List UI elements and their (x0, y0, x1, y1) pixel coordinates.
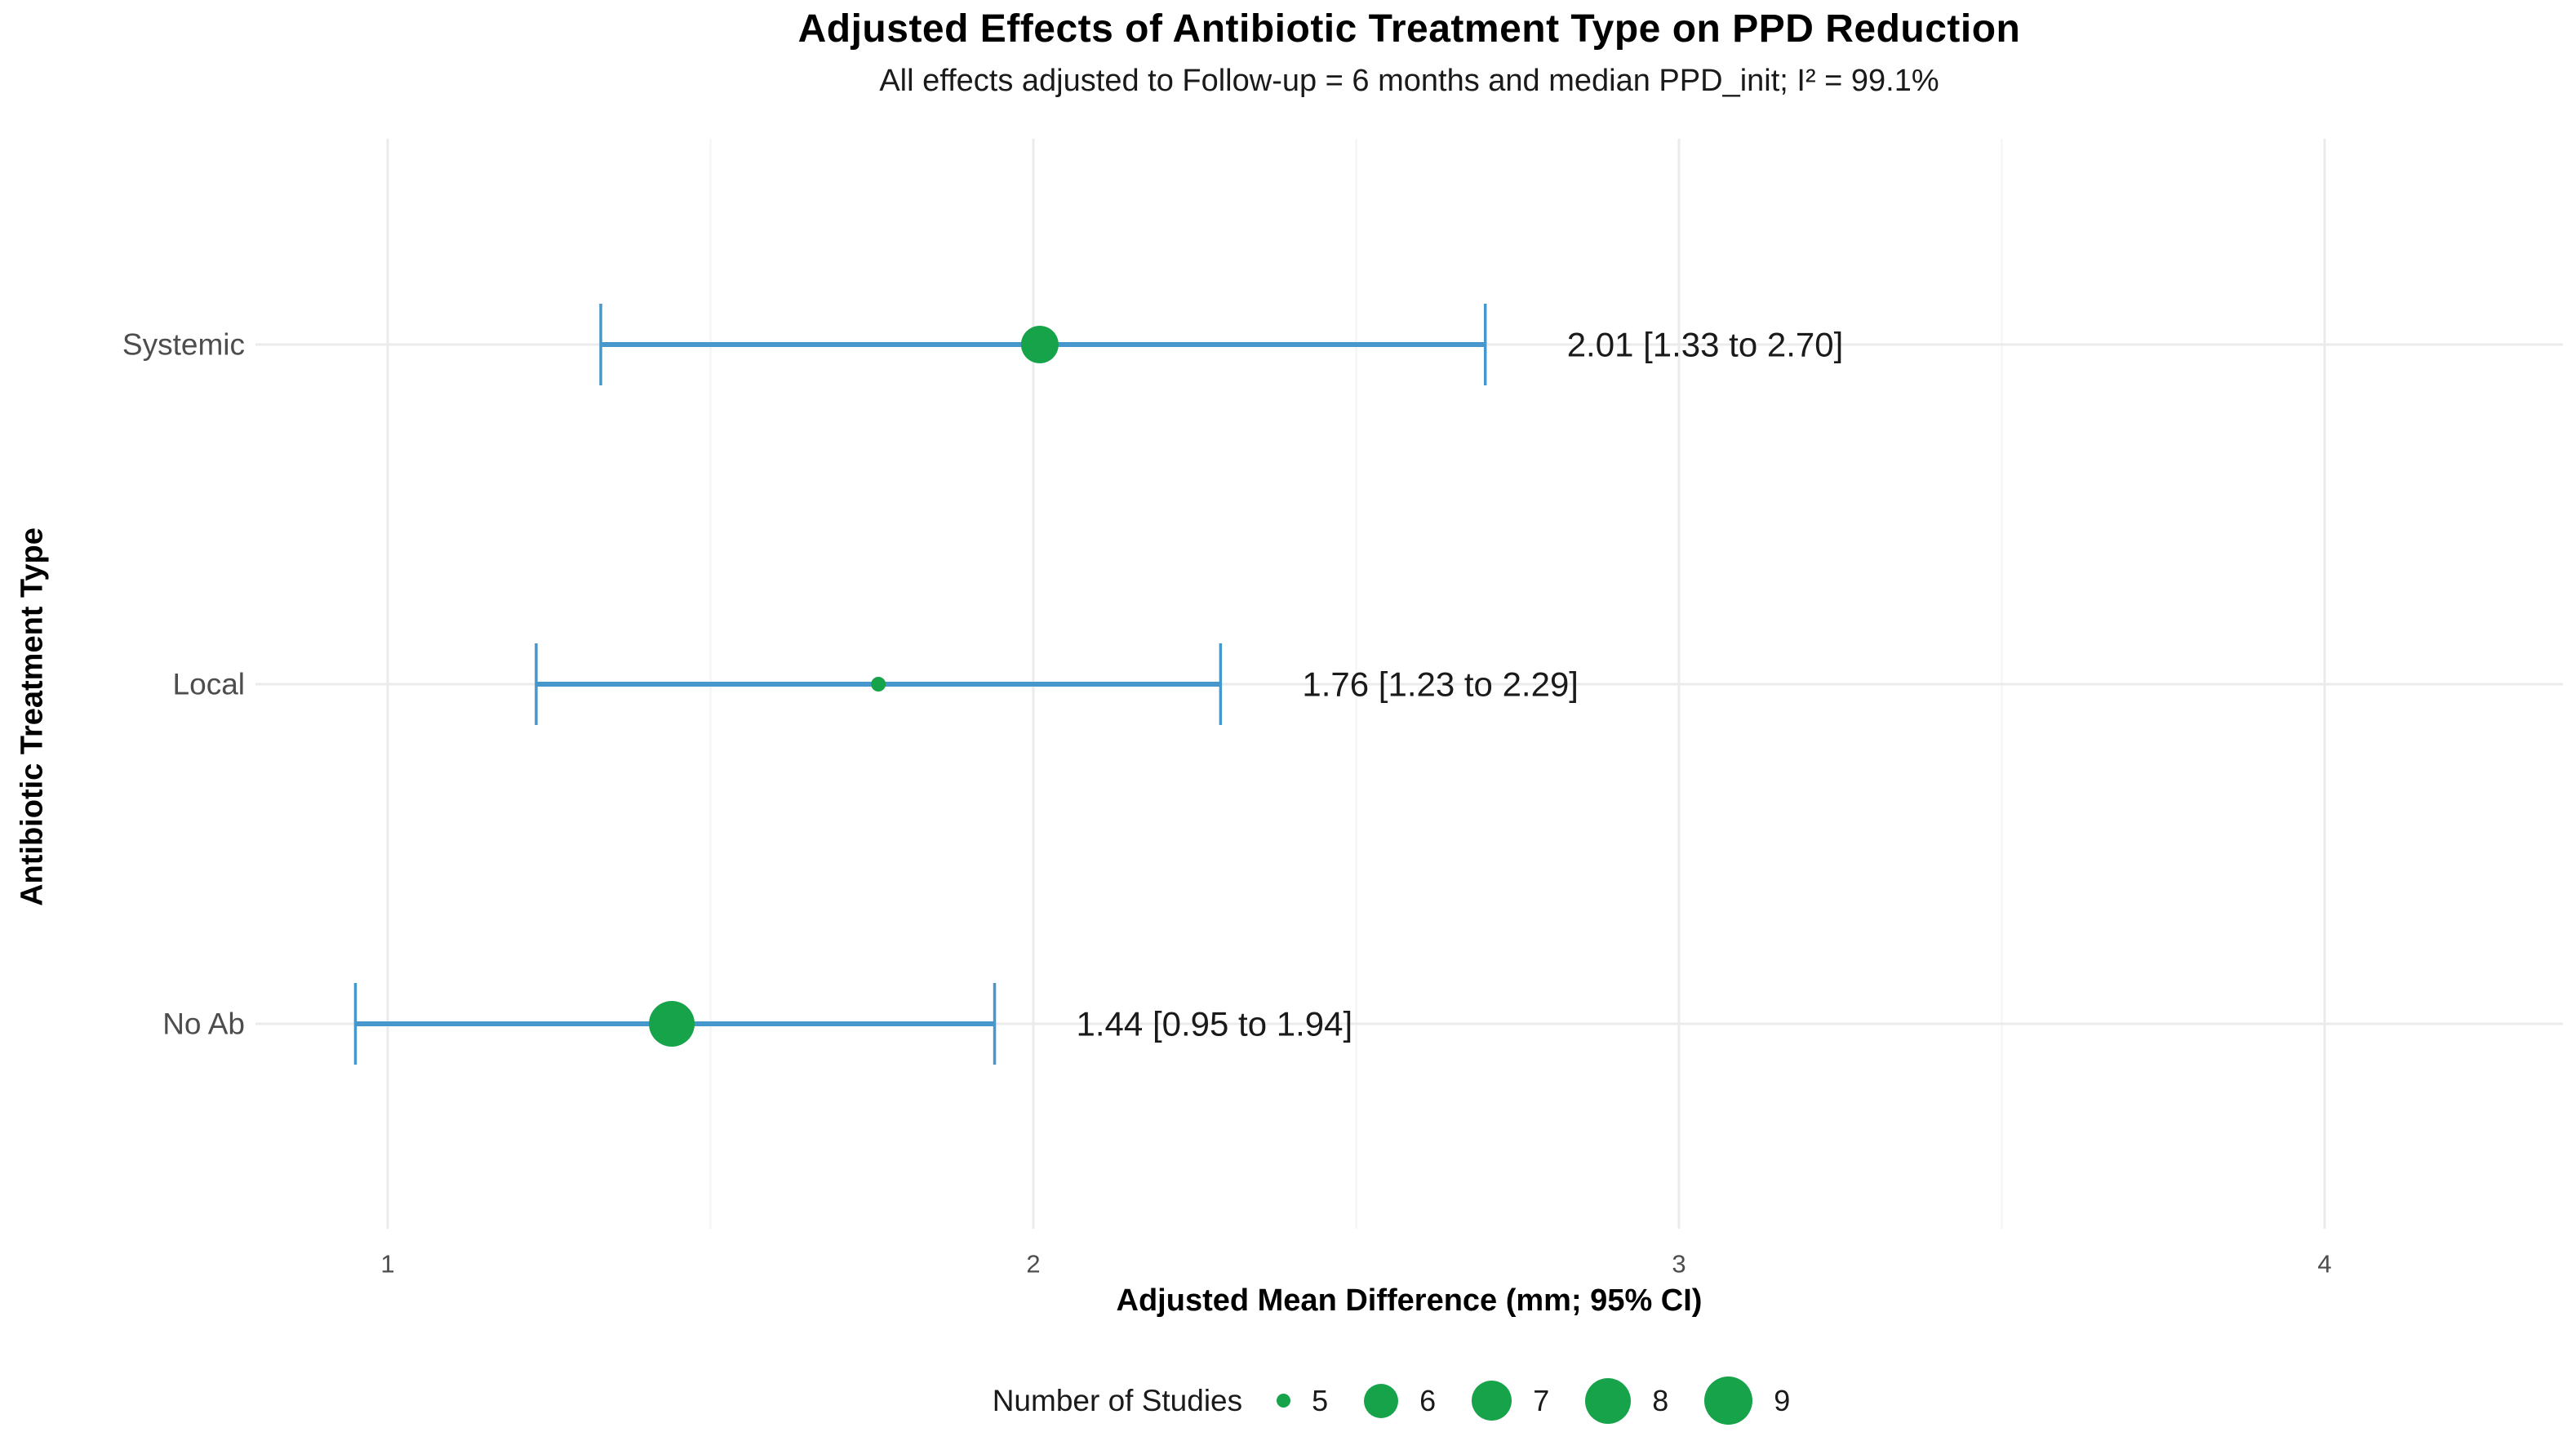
y-axis-title: Antibiotic Treatment Type (15, 527, 50, 906)
legend-size-label: 6 (1419, 1383, 1437, 1417)
estimate-point (649, 1001, 695, 1047)
x-tick-label: 1 (380, 1250, 394, 1279)
legend-item: 8 (1585, 1377, 1669, 1424)
category-label: Local (173, 668, 245, 701)
chart-subtitle: All effects adjusted to Follow-up = 6 mo… (879, 64, 1939, 98)
x-axis-title: Adjusted Mean Difference (mm; 95% CI) (1116, 1283, 1703, 1318)
estimate-point (871, 677, 886, 692)
legend-size-label: 9 (1774, 1383, 1791, 1417)
x-tick-label: 4 (2317, 1250, 2331, 1279)
ci-annotation: 2.01 [1.33 to 2.70] (1567, 326, 1844, 364)
legend-size-dot (1277, 1394, 1291, 1408)
legend-item: 6 (1364, 1383, 1437, 1418)
legend-size-dot (1472, 1381, 1512, 1421)
legend-items: 5 6 7 8 9 (1277, 1377, 1826, 1425)
legend-size-label: 7 (1533, 1383, 1550, 1417)
chart-title: Adjusted Effects of Antibiotic Treatment… (797, 7, 2021, 51)
ci-annotation: 1.44 [0.95 to 1.94] (1077, 1005, 1353, 1043)
size-legend: Number of Studies 5 6 7 8 9 (255, 1354, 2563, 1448)
legend-size-dot (1704, 1377, 1753, 1425)
category-label: No Ab (162, 1007, 245, 1041)
x-tick-label: 2 (1026, 1250, 1040, 1279)
legend-size-label: 5 (1312, 1383, 1329, 1417)
estimate-point (1020, 326, 1059, 363)
legend-item: 7 (1472, 1381, 1549, 1421)
legend-size-dot (1364, 1383, 1399, 1418)
legend-title: Number of Studies (992, 1383, 1243, 1417)
ci-annotation: 1.76 [1.23 to 2.29] (1302, 665, 1579, 704)
x-tick-label: 3 (1672, 1250, 1686, 1279)
legend-item: 9 (1704, 1377, 1790, 1425)
legend-size-label: 8 (1652, 1383, 1669, 1417)
category-label: Systemic (122, 328, 245, 362)
legend-size-dot (1585, 1377, 1632, 1424)
legend-item: 5 (1277, 1384, 1328, 1418)
